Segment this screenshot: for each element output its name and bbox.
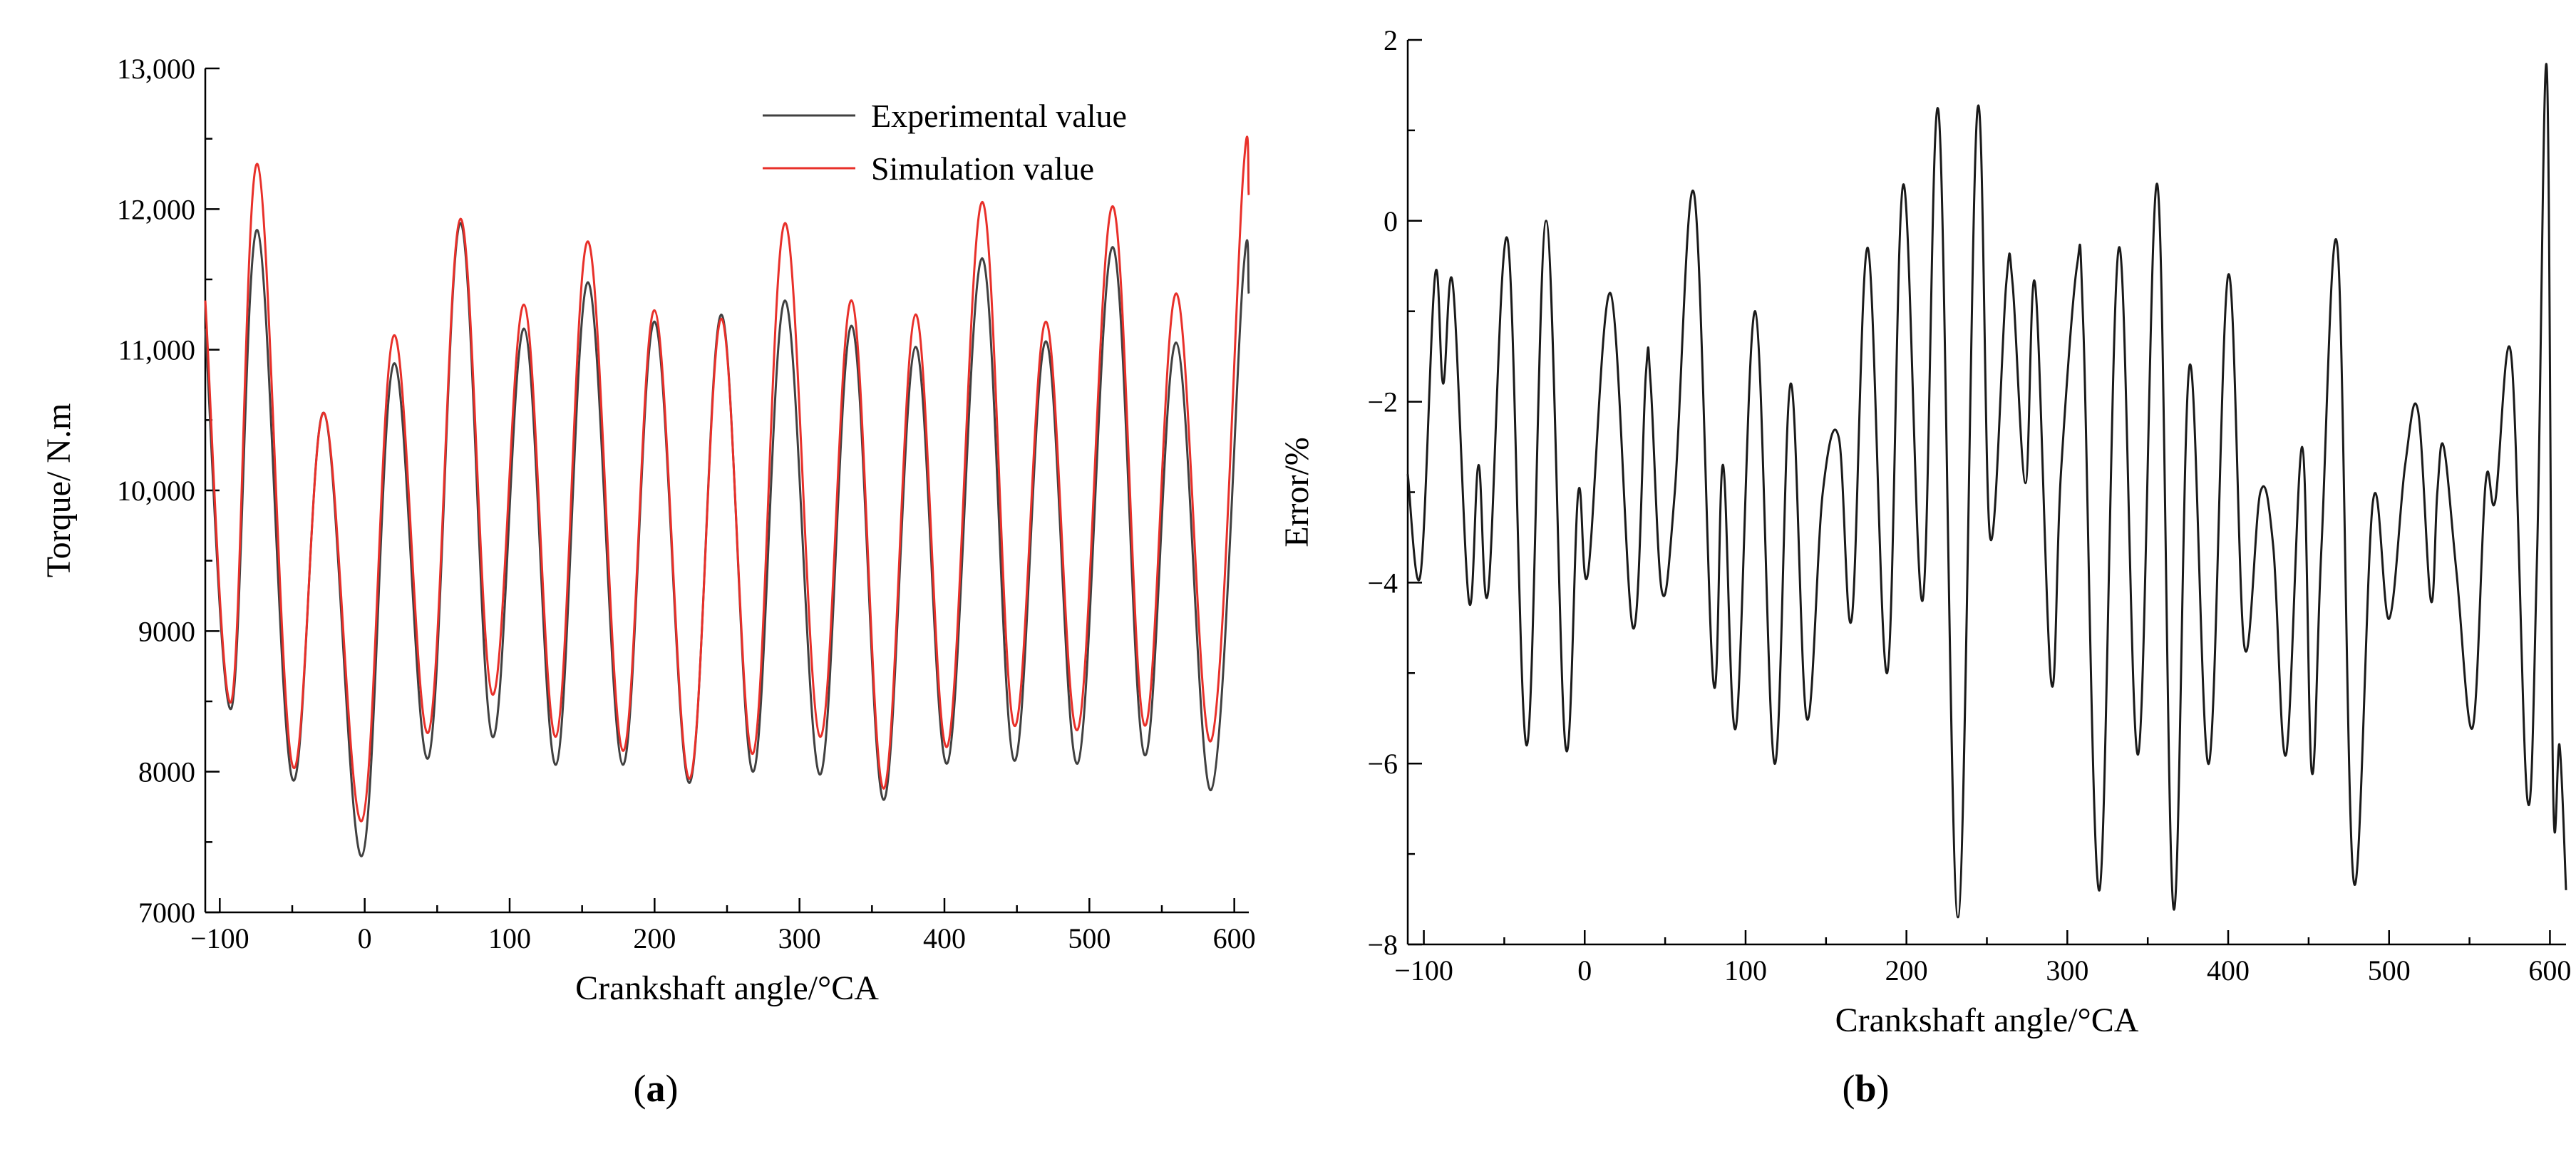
a-x-tick-label: 400 — [923, 922, 966, 954]
a-y-tick-label: 12,000 — [117, 193, 195, 225]
b-x-tick-label: 300 — [2046, 954, 2088, 986]
a-y-tick-label: 8000 — [138, 756, 195, 788]
b-x-tick-label: 200 — [1885, 954, 1928, 986]
a-legend-label: Experimental value — [871, 98, 1127, 134]
a-x-tick-label: 200 — [633, 922, 676, 954]
b-y-tick-label: −6 — [1367, 748, 1398, 780]
b-y-tick-label: −4 — [1367, 567, 1398, 599]
a-x-tick-label: 300 — [778, 922, 821, 954]
a-x-axis-title: Crankshaft angle/°CA — [575, 969, 879, 1007]
b-x-axis-title: Crankshaft angle/°CA — [1835, 1001, 2139, 1039]
a-legend-label: Simulation value — [871, 150, 1094, 187]
a-x-tick-label: −100 — [190, 922, 249, 954]
a-x-tick-label: 500 — [1068, 922, 1111, 954]
a-x-tick-label: 600 — [1213, 922, 1256, 954]
b-series-line-1 — [1406, 63, 2567, 919]
a-y-tick-label: 9000 — [138, 615, 195, 647]
b-x-tick-label: 600 — [2528, 954, 2571, 986]
b-x-tick-label: 500 — [2368, 954, 2411, 986]
b-x-tick-label: 100 — [1724, 954, 1767, 986]
a-series-line-2 — [204, 135, 1250, 823]
a-x-tick-label: 100 — [488, 922, 531, 954]
a-y-axis-title: Torque/ N.m — [40, 403, 78, 578]
b-y-tick-label: 2 — [1384, 24, 1398, 56]
a-y-tick-label: 7000 — [138, 897, 195, 929]
b-y-tick-label: −2 — [1367, 386, 1398, 418]
panel-a-torque-chart: −100 0 100 200 300 400 500 600 7000 8000 9000 10,00… — [40, 53, 1256, 1110]
a-y-tick-label: 11,000 — [118, 334, 195, 366]
a-y-tick-label: 10,000 — [117, 475, 195, 507]
a-y-tick-label: 13,000 — [117, 53, 195, 85]
panel-b-error-chart: −100 0 100 200 300 400 500 600 −8 −6 −4 −2 0 2 Cranksh… — [1278, 24, 2571, 1110]
b-x-tick-label: 0 — [1577, 954, 1592, 986]
a-x-tick-label: 0 — [358, 922, 372, 954]
b-y-tick-label: −8 — [1367, 929, 1398, 961]
b-panel-label: (b) — [1842, 1067, 1889, 1110]
b-x-tick-label: −100 — [1394, 954, 1453, 986]
b-y-tick-label: 0 — [1384, 205, 1398, 237]
a-panel-label: (a) — [634, 1067, 679, 1110]
b-x-tick-label: 400 — [2207, 954, 2250, 986]
b-y-axis-title: Error/% — [1278, 437, 1316, 547]
